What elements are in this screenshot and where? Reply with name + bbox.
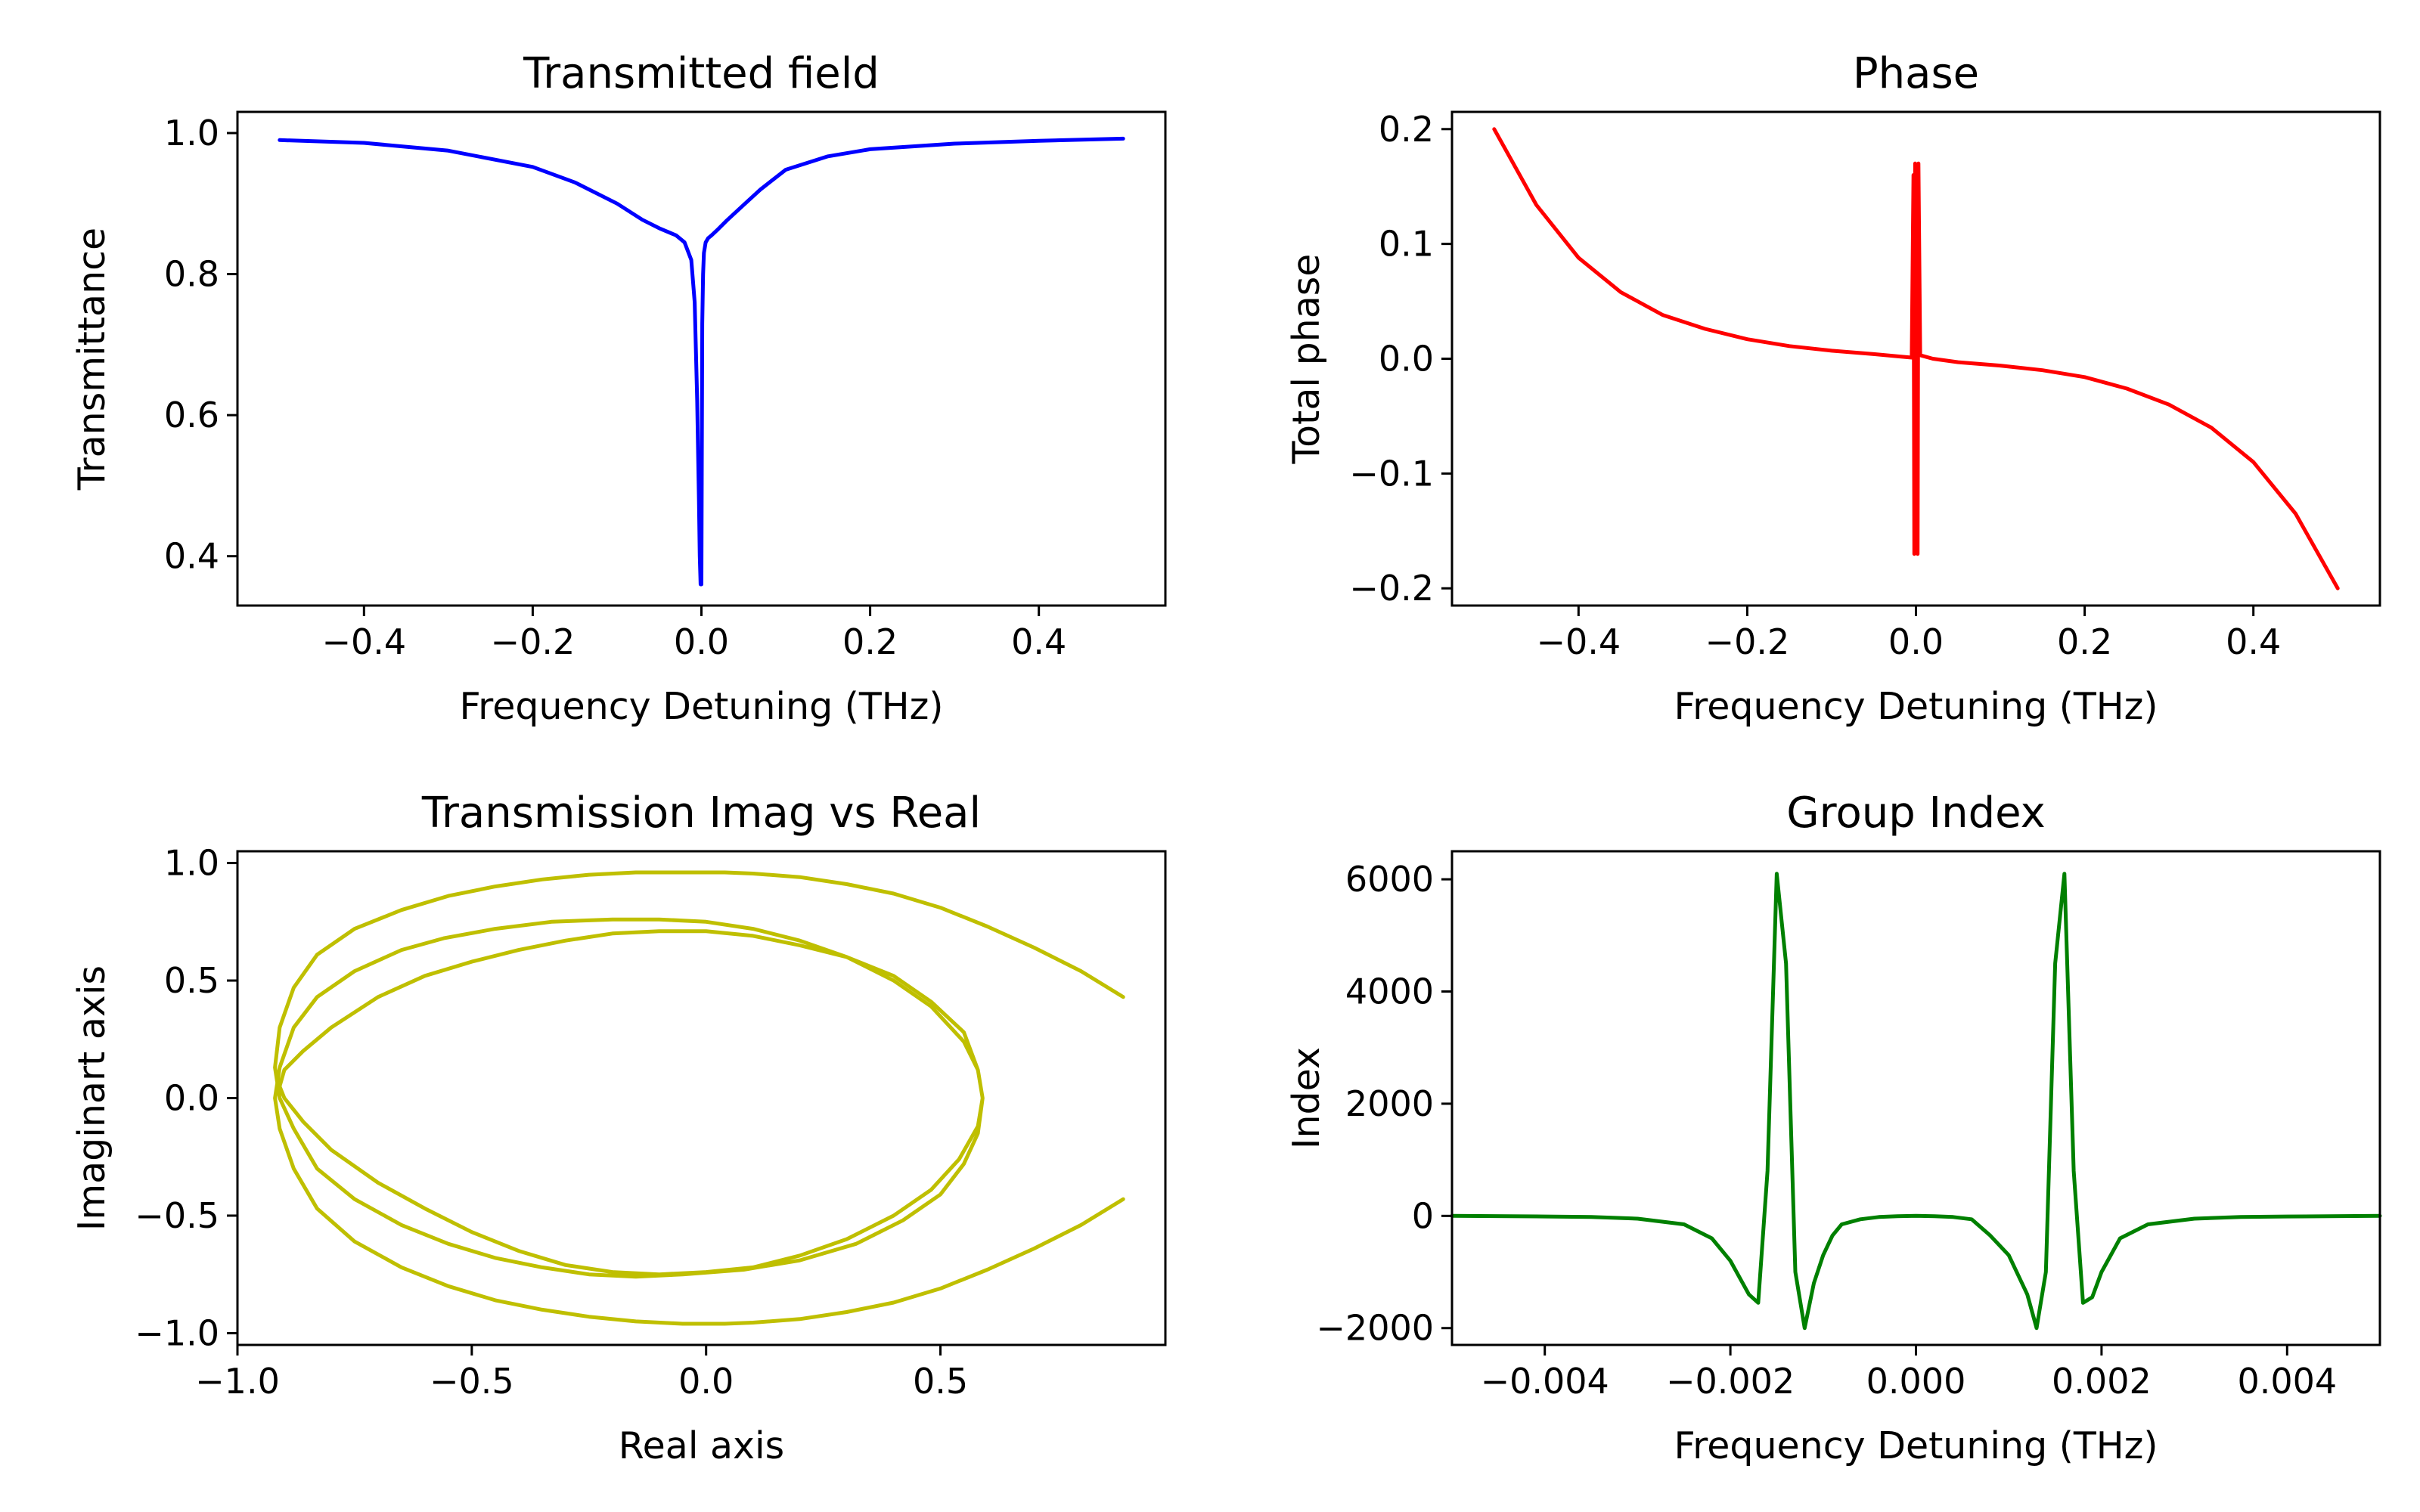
y-tick-label: 0.6 xyxy=(164,395,219,435)
x-axis-label: Frequency Detuning (THz) xyxy=(1674,685,2158,728)
x-tick-label: −0.4 xyxy=(1536,621,1621,662)
panel-phase: −0.4 −0.2 0.0 0.2 0.4 −0.2 −0.1 0.0 0.1 0.2 Phase F… xyxy=(1285,49,2381,728)
y-tick-label: 1.0 xyxy=(164,843,219,884)
x-tick-label: −0.4 xyxy=(321,621,406,662)
y-tick-label: −1.0 xyxy=(135,1312,219,1353)
x-tick-label: 0.002 xyxy=(2052,1361,2152,1402)
y-tick-label: −2000 xyxy=(1316,1308,1434,1349)
y-tick-label: 6000 xyxy=(1345,859,1434,900)
y-tick-label: −0.1 xyxy=(1349,453,1434,494)
x-tick-label: −1.0 xyxy=(195,1361,280,1402)
x-tick-label: 0.2 xyxy=(2057,621,2112,662)
x-tick-label: 0.0 xyxy=(1888,621,1944,662)
y-tick-label: 0 xyxy=(1412,1195,1434,1236)
y-tick-label: 1.0 xyxy=(164,113,219,153)
y-tick-label: 0.5 xyxy=(164,960,219,1001)
y-tick-label: −0.5 xyxy=(135,1195,219,1236)
x-tick-label: 0.0 xyxy=(678,1361,734,1402)
group-index-series-line xyxy=(1450,872,2382,1331)
x-tick-label: −0.5 xyxy=(430,1361,514,1402)
x-tick-label: 0.4 xyxy=(1011,621,1066,662)
y-axis-label: Transmittance xyxy=(70,228,113,491)
panel-transmitted-field: −0.4 −0.2 0.0 0.2 0.4 0.4 0.6 0.8 1.0 Transmitted… xyxy=(70,49,1167,728)
y-axis-label: Index xyxy=(1285,1047,1328,1149)
x-tick-label: 0.000 xyxy=(1866,1361,1966,1402)
x-tick-label: −0.002 xyxy=(1666,1361,1795,1402)
y-axis-label: Imaginart axis xyxy=(70,965,113,1231)
panel-group-index: −0.004 −0.002 0.000 0.002 0.004 −2000 0 2000 400… xyxy=(1285,789,2382,1467)
phase-series-line xyxy=(1492,127,2340,590)
y-tick-label: 0.2 xyxy=(1379,109,1434,150)
group-index-axes-frame xyxy=(1450,850,2381,1346)
x-tick-label: −0.2 xyxy=(491,621,576,662)
x-tick-label: 0.4 xyxy=(2226,621,2281,662)
x-axis-label: Frequency Detuning (THz) xyxy=(460,685,944,728)
transmission-imag-vs-real-series-line xyxy=(273,870,1125,1326)
y-tick-label: 0.1 xyxy=(1379,224,1434,265)
y-tick-label: 0.0 xyxy=(1379,339,1434,380)
transmitted-field-series-line xyxy=(278,136,1125,587)
y-tick-label: 4000 xyxy=(1345,971,1434,1012)
panel-transmission-imag-vs-real: −1.0 −0.5 0.0 0.5 −1.0 −0.5 0.0 0.5 1.0 Transmiss… xyxy=(70,789,1167,1467)
x-tick-label: −0.2 xyxy=(1705,621,1790,662)
y-tick-label: 0.4 xyxy=(164,536,219,577)
x-tick-label: 0.5 xyxy=(913,1361,968,1402)
y-axis-label: Total phase xyxy=(1285,254,1328,465)
x-axis-label: Real axis xyxy=(619,1424,784,1467)
transmitted-field-title: Transmitted field xyxy=(523,49,880,98)
transmission-imag-vs-real-title: Transmission Imag vs Real xyxy=(421,789,981,838)
group-index-title: Group Index xyxy=(1786,789,2045,838)
y-tick-label: 0.8 xyxy=(164,254,219,295)
phase-title: Phase xyxy=(1853,49,1979,98)
x-tick-label: 0.2 xyxy=(842,621,898,662)
y-tick-label: −0.2 xyxy=(1349,568,1434,609)
x-tick-label: 0.0 xyxy=(674,621,729,662)
y-tick-label: 0.0 xyxy=(164,1078,219,1119)
x-axis-label: Frequency Detuning (THz) xyxy=(1674,1424,2158,1467)
y-tick-label: 2000 xyxy=(1345,1083,1434,1124)
x-tick-label: −0.004 xyxy=(1481,1361,1609,1402)
x-tick-label: 0.004 xyxy=(2237,1361,2337,1402)
